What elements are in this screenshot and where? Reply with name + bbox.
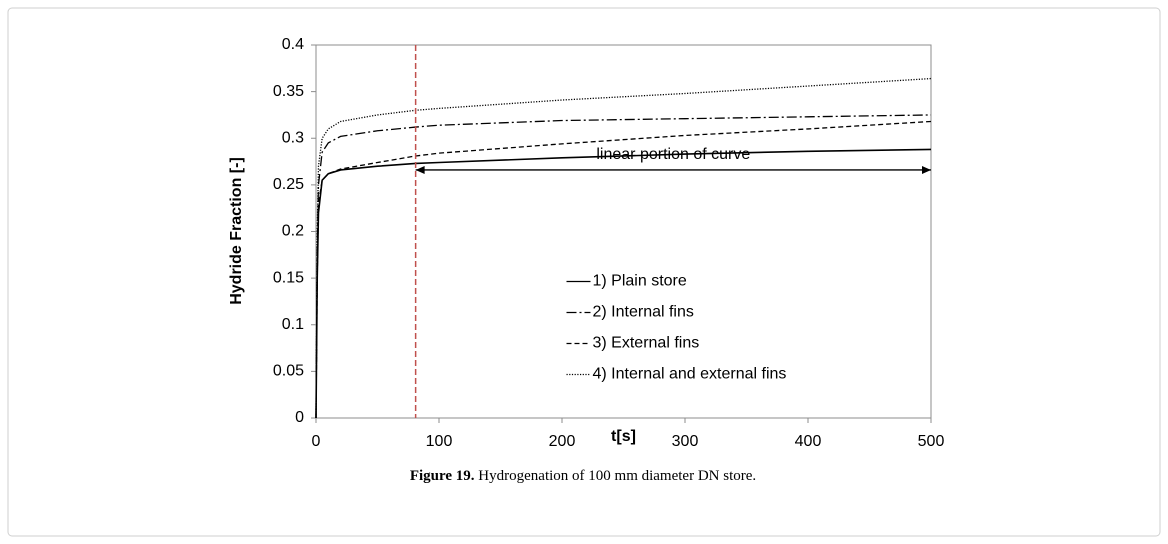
caption-label: Figure 19.: [410, 468, 475, 484]
y-tick-label: 0.15: [273, 269, 304, 286]
y-axis-label: Hydride Fraction [-]: [228, 157, 245, 305]
y-tick-label: 0: [295, 409, 304, 426]
legend-label: 1) Plain store: [593, 273, 687, 290]
y-tick-label: 0.1: [282, 316, 304, 333]
legend-label: 3) External fins: [593, 335, 700, 352]
caption-text: Hydrogenation of 100 mm diameter DN stor…: [478, 468, 756, 484]
y-tick-label: 0.3: [282, 129, 304, 146]
series-line: [315, 120, 932, 419]
x-tick-label: 300: [672, 433, 699, 450]
arrow-head: [922, 165, 931, 174]
series-line: [315, 114, 932, 419]
series-line: [315, 77, 932, 419]
y-tick-label: 0.4: [282, 36, 304, 53]
legend-label: 2) Internal fins: [593, 304, 694, 321]
y-tick-label: 0.35: [273, 83, 304, 100]
x-tick-label: 500: [918, 433, 945, 450]
x-tick-label: 100: [426, 433, 453, 450]
arrow-head: [415, 165, 425, 174]
y-tick-label: 0.2: [282, 223, 304, 240]
annotation-text: linear portion of curve: [596, 146, 750, 163]
x-axis-label: t[s]: [611, 428, 636, 445]
figure-frame: [7, 7, 1161, 537]
legend-label: 4) Internal and external fins: [593, 366, 787, 383]
plot-frame: [315, 44, 932, 419]
y-tick-label: 0.05: [273, 363, 304, 380]
y-tick-label: 0.25: [273, 176, 304, 193]
caption: Figure 19. Hydrogenation of 100 mm diame…: [410, 468, 756, 484]
x-tick-label: 400: [795, 433, 822, 450]
x-tick-label: 0: [312, 433, 321, 450]
x-tick-label: 200: [549, 433, 576, 450]
